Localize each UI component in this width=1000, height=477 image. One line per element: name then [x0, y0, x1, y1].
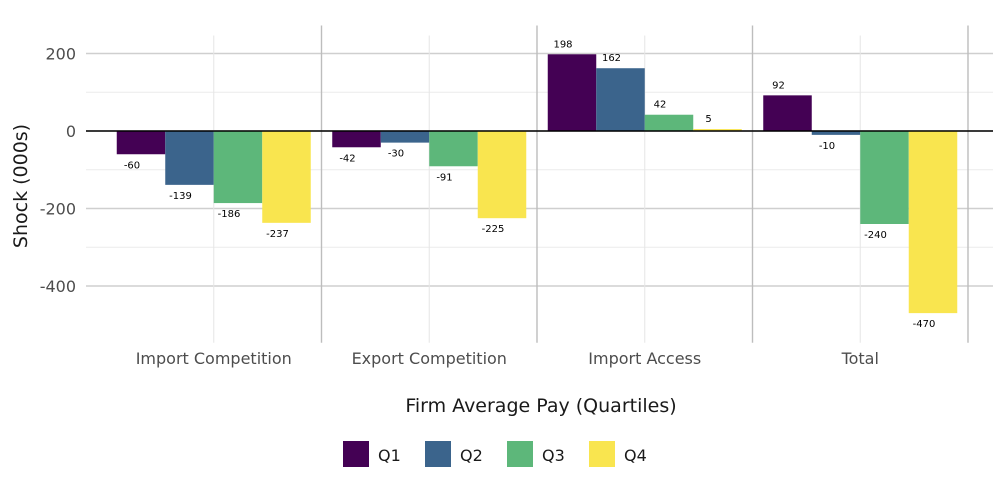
axes: 200 0 -200 -400 Import Competition Export Com…	[40, 45, 993, 368]
bar	[116, 131, 166, 155]
bar	[547, 54, 597, 131]
bar	[763, 95, 812, 131]
bar	[165, 131, 214, 185]
y-tick-label: -200	[40, 200, 76, 219]
bar	[644, 114, 694, 131]
data-label: 198	[553, 39, 572, 50]
bar	[908, 131, 958, 314]
data-label: -60	[124, 160, 140, 171]
legend-label: Q3	[542, 446, 565, 465]
data-label: -30	[388, 149, 404, 160]
legend-label: Q2	[460, 446, 483, 465]
bar	[429, 131, 478, 167]
bar	[477, 131, 527, 219]
legend-label: Q4	[624, 446, 647, 465]
x-tick-label: Export Competition	[352, 349, 507, 368]
y-tick-label: -400	[40, 277, 76, 296]
data-label: -470	[913, 319, 936, 330]
data-label: -10	[819, 141, 835, 152]
bar	[213, 131, 263, 204]
y-tick-label: 200	[45, 45, 76, 64]
data-label: -91	[436, 172, 452, 183]
bar	[693, 129, 742, 131]
legend: Q1 Q2 Q3 Q4	[343, 441, 647, 467]
bar	[596, 68, 645, 131]
y-tick-label: 0	[66, 122, 76, 141]
data-labels: -60 -139 -186 -237 -42 -30 -91 -225 198 162 42 5 92 -…	[124, 39, 936, 330]
bar	[332, 131, 381, 148]
data-label: -225	[482, 224, 505, 235]
data-label: -240	[864, 230, 887, 241]
data-label: 92	[772, 80, 785, 91]
data-label: 42	[654, 100, 667, 111]
y-axis-title: Shock (000s)	[10, 124, 32, 248]
bar	[811, 131, 861, 135]
bars	[116, 54, 958, 314]
legend-swatch	[589, 441, 615, 467]
data-label: -139	[169, 191, 192, 202]
x-tick-label: Import Access	[588, 349, 701, 368]
x-axis-title: Firm Average Pay (Quartiles)	[405, 395, 676, 417]
legend-swatch	[507, 441, 533, 467]
data-label: 162	[602, 53, 621, 64]
x-tick-label: Import Competition	[136, 349, 292, 368]
legend-swatch	[425, 441, 451, 467]
bar	[860, 131, 909, 224]
data-label: -237	[266, 229, 289, 240]
bar	[380, 131, 430, 143]
data-label: 5	[705, 114, 711, 125]
data-label: -42	[339, 153, 355, 164]
bar	[262, 131, 311, 223]
legend-label: Q1	[378, 446, 401, 465]
data-label: -186	[218, 209, 241, 220]
x-tick-label: Total	[841, 349, 879, 368]
legend-swatch	[343, 441, 369, 467]
